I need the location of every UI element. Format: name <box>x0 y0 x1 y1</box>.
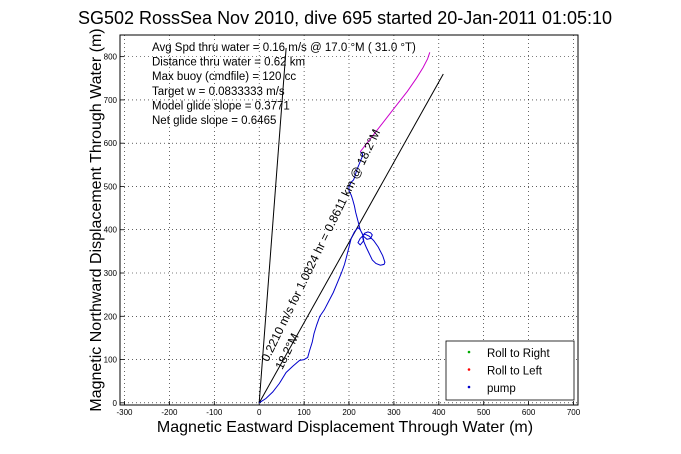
y-tick-label: 600 <box>104 139 118 148</box>
x-axis-label: Magnetic Eastward Displacement Through W… <box>157 419 533 436</box>
y-axis-label: Magnetic Northward Displacement Through … <box>88 28 105 411</box>
legend-label: Roll to Right <box>487 348 550 360</box>
y-tick-label: 300 <box>104 269 118 278</box>
chart-title: SG502 RossSea Nov 2010, dive 695 started… <box>78 8 612 28</box>
y-tick-label: 0 <box>113 399 118 408</box>
annotation-text: Net glide slope = 0.6465 <box>152 115 276 127</box>
y-tick-label: 200 <box>104 312 118 321</box>
x-tick-label: 500 <box>477 408 491 417</box>
y-tick-label: 100 <box>104 356 118 365</box>
y-tick-label: 700 <box>104 96 118 105</box>
x-ticks: -300 -200 -100 0 100 200 300 400 500 600 700 <box>116 401 581 417</box>
legend-marker <box>467 350 471 354</box>
legend-label: pump <box>487 383 516 395</box>
x-tick-label: 600 <box>522 408 536 417</box>
x-tick-label: 0 <box>257 408 262 417</box>
x-tick-label: 100 <box>297 408 311 417</box>
y-tick-label: 400 <box>104 226 118 235</box>
annotations-box: Avg Spd thru water = 0.16 m/s @ 17.0 °M … <box>152 42 416 127</box>
x-tick-label: 300 <box>387 408 401 417</box>
x-tick-label: -100 <box>206 408 223 417</box>
series-line-track <box>359 52 431 153</box>
y-tick-label: 500 <box>104 182 118 191</box>
annotation-text: Model glide slope = 0.3771 <box>152 100 290 112</box>
series-line-pump <box>258 151 386 404</box>
y-ticks: 0 100 200 300 400 500 600 700 800 <box>104 53 124 408</box>
annotation-text: Distance thru water = 0.62 km <box>152 57 305 69</box>
x-tick-label: -200 <box>161 408 178 417</box>
legend: Roll to Right Roll to Left pump <box>445 340 575 401</box>
annotation-text: Target w = 0.0833333 m/s <box>152 86 285 98</box>
reference-line <box>258 47 287 403</box>
annotation-text: Max buoy (cmdfile) = 120 cc <box>152 71 296 83</box>
legend-label: Roll to Left <box>487 366 543 378</box>
x-tick-label: 400 <box>432 408 446 417</box>
series-group <box>258 52 431 404</box>
legend-marker <box>467 368 471 371</box>
legend-box <box>445 340 575 401</box>
annotation-text: Avg Spd thru water = 0.16 m/s @ 17.0 °M … <box>152 42 416 54</box>
y-tick-label: 800 <box>104 53 118 62</box>
x-tick-label: -300 <box>116 408 133 417</box>
legend-marker <box>467 385 471 389</box>
x-tick-label: 700 <box>567 408 581 417</box>
x-tick-label: 200 <box>342 408 356 417</box>
